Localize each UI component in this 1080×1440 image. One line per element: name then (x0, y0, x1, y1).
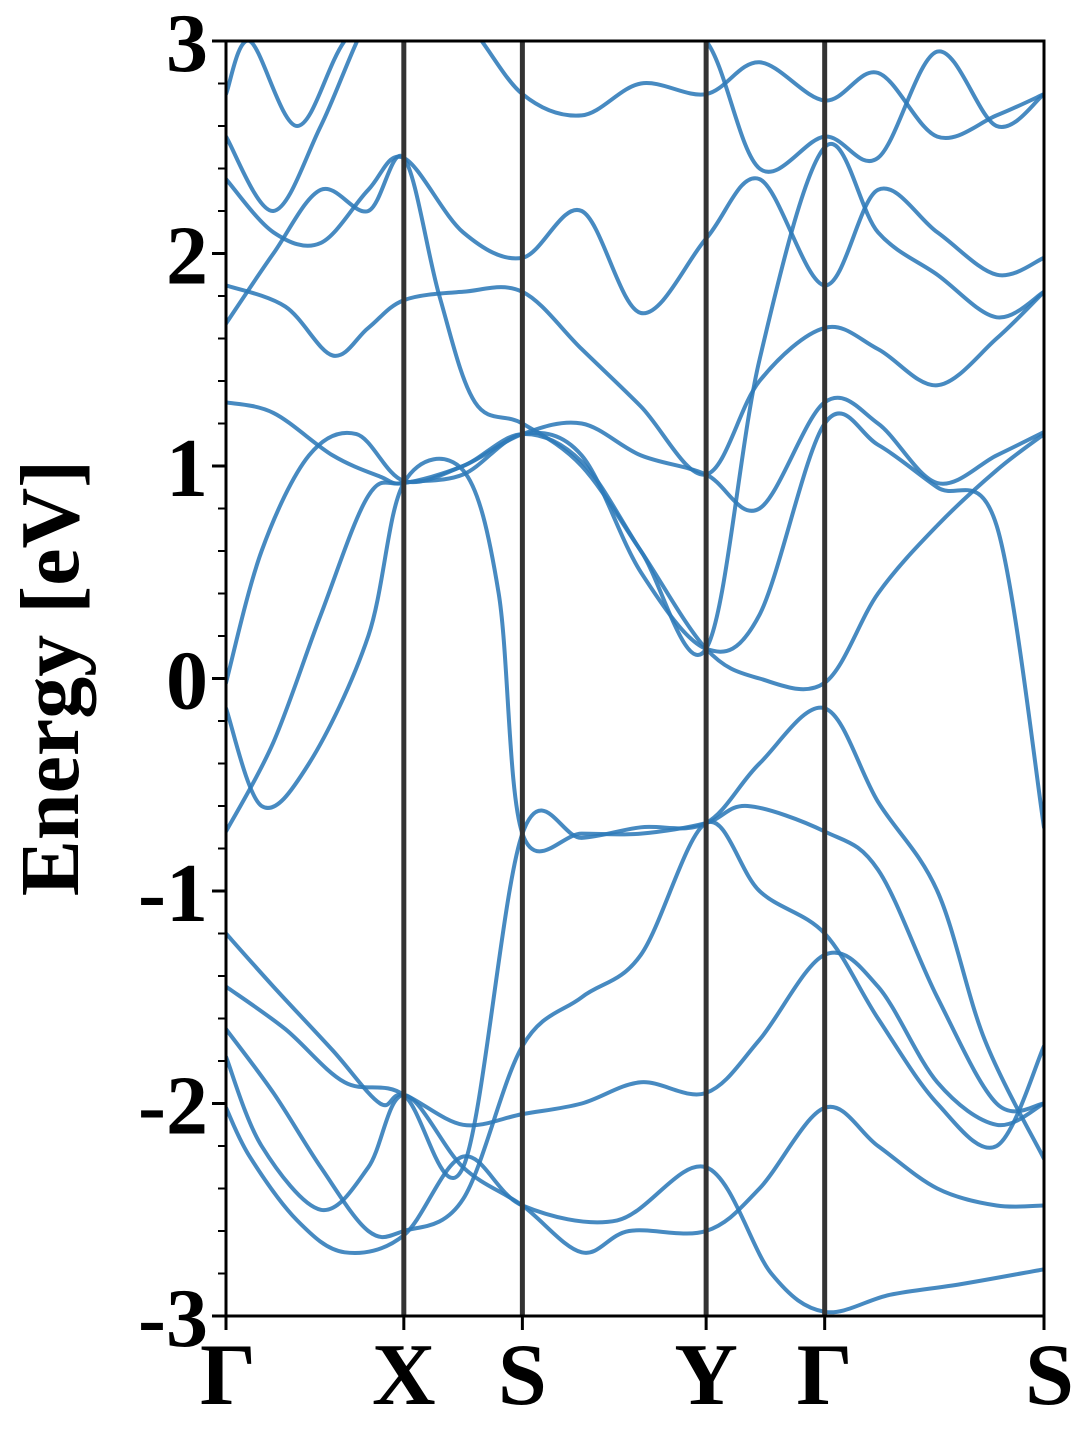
band-11 (226, 142, 1044, 657)
band-6 (226, 456, 1044, 1114)
y-tick-label: -1 (138, 847, 208, 940)
band-14 (226, 41, 1044, 174)
band-1 (226, 1105, 1044, 1315)
band-3 (226, 819, 1044, 1240)
band-13 (226, 41, 1044, 213)
y-ticks-layer: -3 -2 -1 0 1 2 3 (138, 0, 226, 1365)
x-tick-label-Y: Y (674, 1327, 738, 1424)
y-tick-label: 2 (166, 210, 208, 303)
band-7 (226, 411, 1044, 834)
band-12 (226, 154, 1044, 316)
band-4 (226, 705, 1044, 1180)
y-tick-label: -3 (138, 1272, 208, 1365)
y-tick-label: 0 (166, 635, 208, 728)
y-tick-label: 1 (166, 422, 208, 515)
plot-frame (224, 39, 1046, 1318)
x-tick-label-Γ: Γ (797, 1327, 853, 1424)
y-axis-label: Energy [eV] (4, 460, 97, 896)
bands-layer (226, 41, 1044, 1315)
band-10 (226, 283, 1044, 477)
band-5 (226, 931, 1044, 1128)
y-tick-label: -2 (138, 1060, 208, 1153)
x-tick-label-S: S (498, 1327, 547, 1424)
band-9 (226, 395, 1044, 513)
kpoint-lines-layer (401, 41, 828, 1316)
y-tick-label: 3 (166, 0, 208, 90)
x-tick-label-S: S (1025, 1327, 1074, 1424)
x-tick-label-X: X (372, 1327, 436, 1424)
band-2 (226, 1054, 1044, 1255)
axes-layer (224, 39, 1046, 1318)
x-tick-label-Γ: Γ (200, 1327, 256, 1424)
